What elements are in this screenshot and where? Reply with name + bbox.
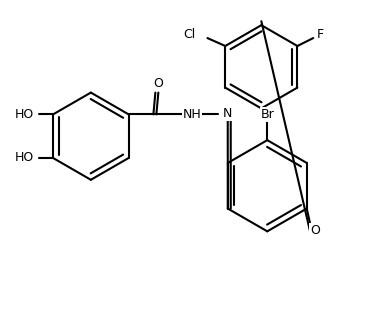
Text: F: F xyxy=(317,28,324,41)
Text: Br: Br xyxy=(260,108,274,121)
Text: N: N xyxy=(223,107,232,120)
Text: O: O xyxy=(310,224,320,237)
Text: O: O xyxy=(153,77,163,90)
Text: Cl: Cl xyxy=(183,28,196,41)
Text: NH: NH xyxy=(183,108,201,121)
Text: HO: HO xyxy=(15,151,34,165)
Text: HO: HO xyxy=(15,108,34,121)
